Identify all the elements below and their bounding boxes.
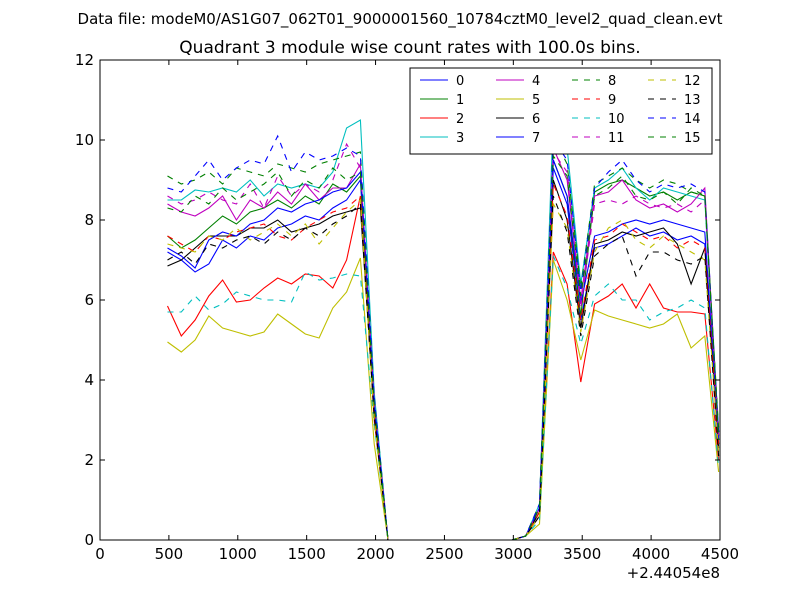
- legend-label-3: 3: [456, 131, 464, 146]
- legend-label-12: 12: [684, 74, 701, 89]
- x-tick-label: 2000: [356, 545, 394, 563]
- legend-label-6: 6: [532, 112, 540, 127]
- legend-label-9: 9: [608, 93, 616, 108]
- y-tick-label: 10: [75, 131, 94, 149]
- legend-label-5: 5: [532, 93, 540, 108]
- legend-label-14: 14: [684, 112, 701, 127]
- figure-suptitle: Data file: modeM0/AS1G07_062T01_90000015…: [78, 10, 723, 29]
- x-tick-label: 2500: [425, 545, 463, 563]
- legend-label-11: 11: [608, 131, 625, 146]
- x-tick-label: 4500: [701, 545, 739, 563]
- y-tick-label: 2: [84, 451, 94, 469]
- y-tick-label: 0: [84, 531, 94, 549]
- axis-ticks: 0 500 1000 1500 2000 2500 3000 3500 4000 4500 0 2 4 6…: [75, 51, 739, 563]
- x-tick-label: 3000: [494, 545, 532, 563]
- x-axis-offset-label: +2.44054e8: [627, 564, 720, 582]
- x-tick-label: 3500: [563, 545, 601, 563]
- legend-label-7: 7: [532, 131, 540, 146]
- legend-label-0: 0: [456, 74, 464, 89]
- x-tick-label: 4000: [632, 545, 670, 563]
- legend-label-4: 4: [532, 74, 540, 89]
- x-tick-label: 1500: [288, 545, 326, 563]
- y-tick-label: 8: [84, 211, 94, 229]
- legend-label-13: 13: [684, 93, 701, 108]
- x-tick-label: 1000: [219, 545, 257, 563]
- y-tick-label: 4: [84, 371, 94, 389]
- legend-frame: [409, 67, 713, 155]
- legend-label-15: 15: [684, 131, 701, 146]
- chart-title: Quadrant 3 module wise count rates with …: [179, 38, 640, 58]
- x-tick-label: 0: [95, 545, 105, 563]
- y-tick-label: 6: [84, 291, 94, 309]
- legend-label-1: 1: [456, 93, 464, 108]
- y-tick-label: 12: [75, 51, 94, 69]
- legend-label-2: 2: [456, 112, 464, 127]
- legend-label-10: 10: [608, 112, 625, 127]
- series-13-line: [167, 195, 720, 541]
- legend-label-8: 8: [608, 74, 616, 89]
- x-tick-label: 500: [155, 545, 184, 563]
